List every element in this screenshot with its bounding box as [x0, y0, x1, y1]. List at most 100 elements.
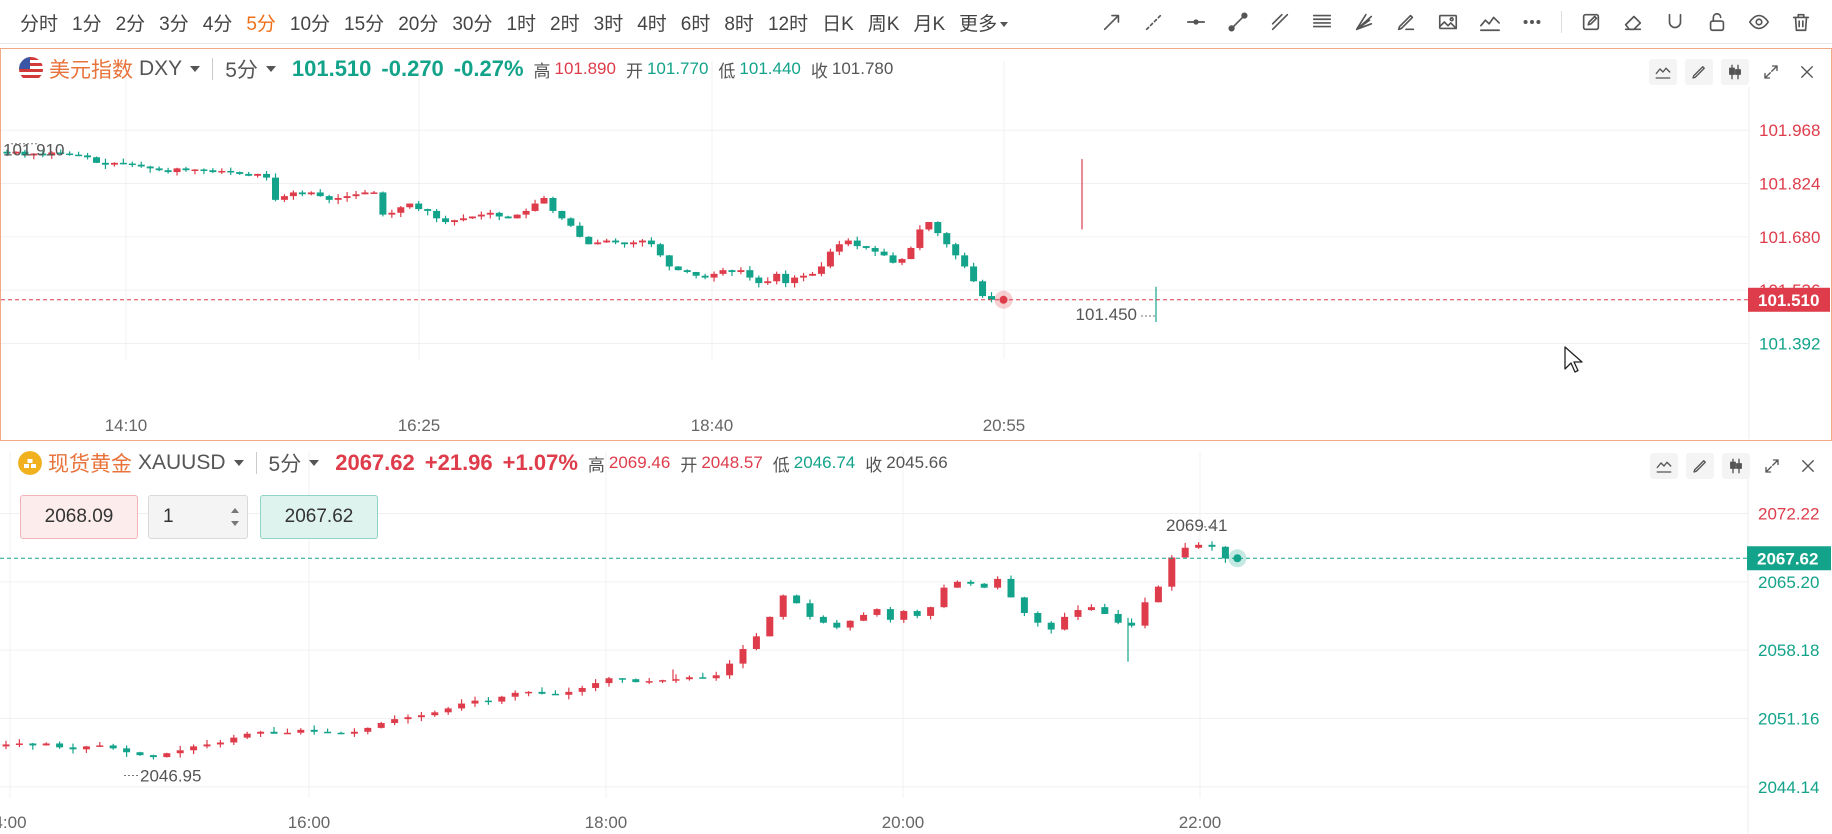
period-3[interactable]: 3分 — [159, 13, 189, 35]
symbol-name[interactable]: 现货黄金 — [48, 453, 132, 476]
price-change: -0.270 — [381, 56, 444, 81]
period-7[interactable]: 15分 — [344, 13, 385, 35]
candle-body — [149, 755, 157, 758]
period-13[interactable]: 4时 — [637, 13, 667, 35]
low-label: 低 — [718, 61, 736, 81]
image-icon[interactable] — [1435, 9, 1461, 35]
pencil-icon[interactable] — [1685, 59, 1713, 85]
dxy-candlestick-chart[interactable]: 101.968101.824101.680101.536101.39214:10… — [1, 49, 1830, 439]
symbol-code[interactable]: XAUUSD — [138, 451, 226, 474]
ray-tool-icon[interactable] — [1141, 9, 1167, 35]
period-5[interactable]: 5分 — [246, 13, 276, 35]
expand-icon[interactable] — [1758, 453, 1786, 479]
gann-fan-icon[interactable] — [1351, 9, 1377, 35]
period-14[interactable]: 6时 — [680, 13, 711, 35]
panel-controls — [1641, 59, 1821, 85]
chevron-down-icon[interactable] — [265, 66, 276, 72]
period-12[interactable]: 3时 — [593, 13, 624, 35]
candle-body — [592, 683, 600, 688]
expand-icon[interactable] — [1757, 59, 1785, 85]
chevron-down-icon[interactable] — [190, 66, 201, 72]
period-4[interactable]: 4分 — [202, 13, 233, 35]
eye-icon[interactable] — [1746, 9, 1772, 35]
pencil-icon[interactable] — [1686, 453, 1714, 479]
candle-body — [272, 177, 279, 200]
candle-body — [567, 218, 575, 226]
indicator-icon[interactable] — [1650, 453, 1678, 479]
candle-body — [243, 733, 251, 738]
close-icon[interactable] — [1793, 59, 1821, 85]
symbol-name[interactable]: 美元指数 — [49, 59, 133, 82]
quick-trade: 2068.09 1 2067.62 — [20, 495, 378, 539]
horizontal-line-icon[interactable] — [1183, 9, 1209, 35]
sell-button[interactable]: 2068.09 — [20, 495, 138, 539]
period-11[interactable]: 2时 — [550, 13, 580, 35]
candle-body — [766, 616, 774, 637]
quantity-stepper[interactable]: 1 — [148, 495, 248, 539]
period-dropdown[interactable]: 5分 — [225, 59, 258, 82]
period-6[interactable]: 10分 — [289, 13, 331, 35]
candle-body — [442, 218, 450, 223]
candle-body — [726, 663, 734, 676]
high-value: 2069.46 — [608, 453, 671, 472]
candle-body — [793, 595, 801, 604]
edit-note-icon[interactable] — [1578, 9, 1604, 35]
candle-body — [388, 212, 396, 215]
period-16[interactable]: 12时 — [767, 13, 809, 35]
candle-body — [1034, 612, 1042, 623]
period-18[interactable]: 周K — [867, 13, 900, 35]
candle-type-icon[interactable] — [1722, 453, 1750, 479]
candle-body — [819, 616, 827, 623]
fibonacci-icon[interactable] — [1309, 9, 1335, 35]
arrow-tool-icon[interactable] — [1099, 9, 1125, 35]
period-1[interactable]: 1分 — [72, 13, 102, 35]
chevron-down-icon[interactable] — [233, 460, 244, 466]
xauusd-candlestick-chart[interactable]: 2072.22 2065.20 2058.18 2051.16 2044.14 4:00 1… — [0, 443, 1832, 834]
increment-icon[interactable] — [231, 508, 239, 513]
candle-body — [110, 162, 118, 165]
period-2[interactable]: 2分 — [115, 13, 146, 35]
period-8[interactable]: 20分 — [398, 13, 439, 35]
quantity-value[interactable]: 1 — [163, 506, 174, 527]
candle-body — [710, 273, 718, 278]
period-9[interactable]: 30分 — [452, 13, 493, 35]
indicator-icon[interactable] — [1649, 59, 1677, 85]
trend-line-icon[interactable] — [1225, 9, 1251, 35]
close-icon[interactable] — [1794, 453, 1822, 479]
candle-type-icon[interactable] — [1721, 59, 1749, 85]
trash-icon[interactable] — [1788, 9, 1814, 35]
eraser-icon[interactable] — [1620, 9, 1646, 35]
candle-body — [66, 153, 74, 156]
price-axis-label: 2065.20 — [1758, 573, 1819, 592]
period-10[interactable]: 1时 — [506, 13, 537, 35]
more-tools-icon[interactable] — [1519, 9, 1545, 35]
candle-body — [12, 151, 20, 154]
more-periods-dropdown[interactable]: 更多 — [959, 9, 1008, 36]
candle-body — [297, 729, 305, 733]
period-17[interactable]: 日K — [822, 13, 854, 35]
lock-icon[interactable] — [1704, 9, 1730, 35]
magnet-icon[interactable] — [1662, 9, 1688, 35]
candle-body — [737, 270, 745, 273]
last-price-tag — [1748, 287, 1830, 312]
period-15[interactable]: 8时 — [724, 13, 754, 35]
parallel-channel-icon[interactable] — [1267, 9, 1293, 35]
candle-body — [84, 155, 92, 158]
brush-icon[interactable] — [1393, 9, 1419, 35]
symbol-code[interactable]: DXY — [139, 57, 183, 80]
period-dropdown[interactable]: 5分 — [268, 453, 302, 476]
buy-button[interactable]: 2067.62 — [260, 495, 378, 539]
candle-body — [75, 154, 83, 157]
last-price: 2067.62 — [335, 450, 415, 475]
period-19[interactable]: 月K — [913, 13, 946, 35]
period-0[interactable]: 分时 — [20, 13, 59, 35]
high-label: 高 — [533, 61, 551, 81]
chevron-down-icon[interactable] — [309, 460, 320, 466]
decrement-icon[interactable] — [231, 521, 239, 526]
candle-body — [817, 266, 825, 274]
pattern-icon[interactable] — [1477, 9, 1503, 35]
candle-body — [471, 700, 479, 704]
price-axis-label: 2058.18 — [1758, 641, 1819, 660]
candle-body — [578, 687, 586, 692]
candle-body — [1007, 578, 1015, 598]
